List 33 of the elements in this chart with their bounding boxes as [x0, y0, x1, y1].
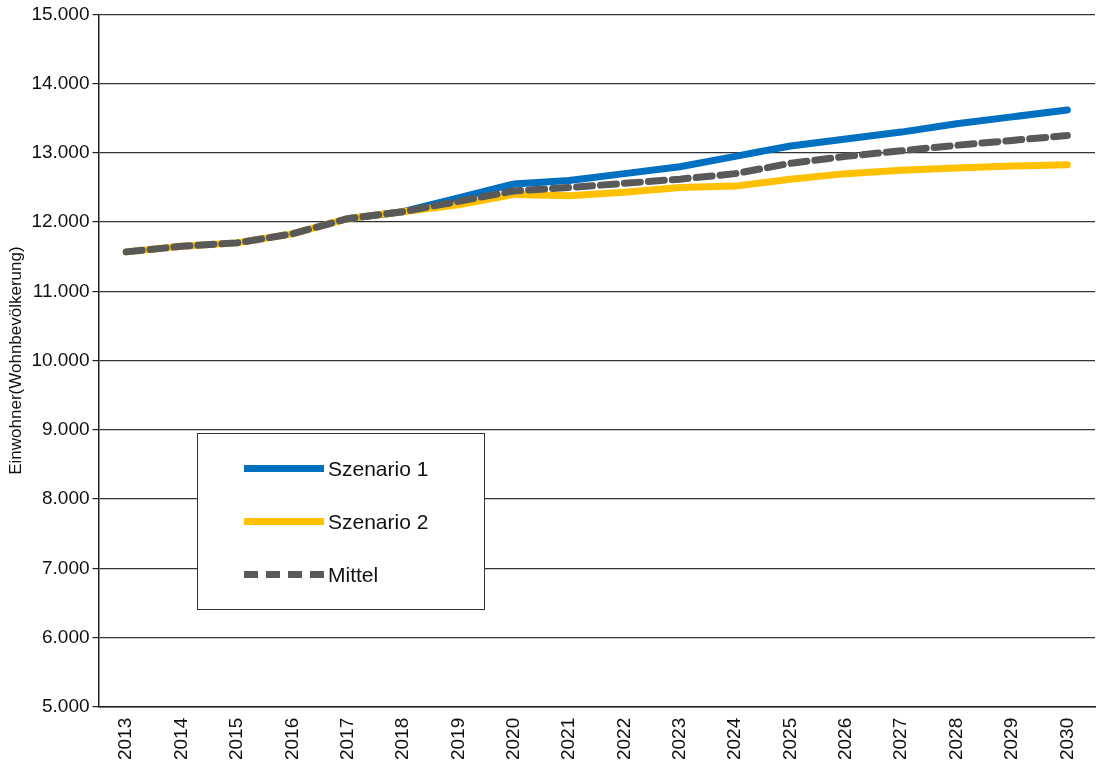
- x-tick-label: 2020: [501, 717, 523, 761]
- x-tick-label: 2029: [1000, 717, 1022, 761]
- y-tick-label: 5.000: [41, 694, 90, 716]
- x-tick-label: 2015: [225, 717, 247, 761]
- x-tick-label: 2028: [944, 717, 966, 761]
- y-axis-title: Einwohner(Wohnbevölkerung): [5, 246, 25, 475]
- x-tick-label: 2014: [169, 717, 191, 761]
- x-tick-label: 2026: [834, 717, 856, 761]
- y-tick-label: 7.000: [41, 556, 90, 578]
- y-tick-label: 6.000: [41, 625, 90, 647]
- x-tick-label: 2023: [668, 717, 690, 761]
- x-tick-label: 2016: [280, 717, 302, 761]
- y-tick-label: 14.000: [31, 71, 90, 93]
- x-tick-label: 2021: [557, 717, 579, 761]
- y-tick-label: 12.000: [31, 210, 90, 232]
- y-tick-label: 15.000: [31, 2, 90, 24]
- legend-label: Szenario 2: [328, 509, 429, 534]
- x-tick-label: 2025: [778, 717, 800, 761]
- x-tick-label: 2027: [889, 717, 911, 761]
- legend-label: Szenario 1: [328, 456, 429, 481]
- x-tick-label: 2013: [114, 717, 136, 761]
- x-tick-label: 2019: [446, 717, 468, 761]
- x-tick-label: 2030: [1055, 717, 1077, 761]
- y-tick-label: 10.000: [31, 348, 90, 370]
- x-tick-label: 2024: [723, 717, 745, 761]
- y-tick-label: 11.000: [32, 279, 90, 301]
- y-tick-label: 8.000: [41, 487, 90, 509]
- legend-label: Mittel: [328, 562, 379, 587]
- y-tick-label: 9.000: [41, 418, 90, 440]
- y-tick-label: 13.000: [31, 141, 90, 163]
- x-tick-label: 2022: [612, 717, 634, 761]
- x-tick-label: 2017: [335, 717, 357, 761]
- x-tick-label: 2018: [391, 717, 413, 761]
